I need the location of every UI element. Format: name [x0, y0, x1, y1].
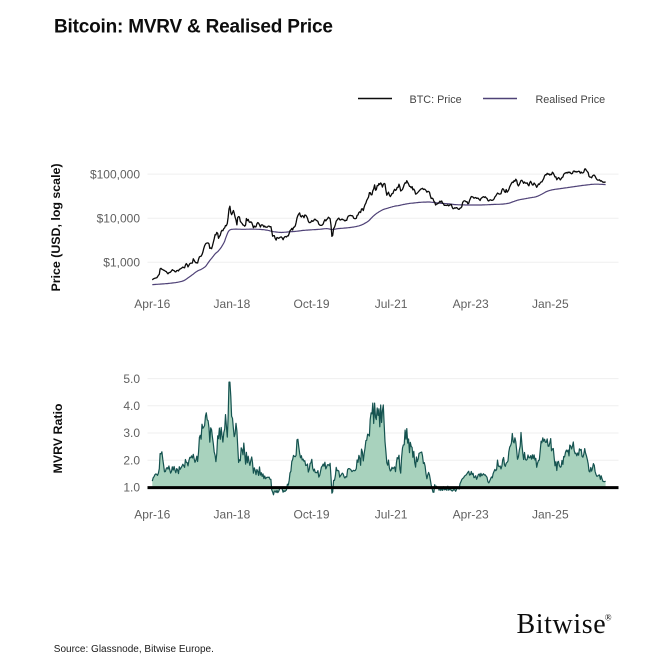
svg-text:®: ® [605, 613, 612, 623]
svg-text:2.0: 2.0 [123, 453, 140, 467]
svg-text:$10,000: $10,000 [97, 211, 141, 225]
svg-text:1.0: 1.0 [123, 481, 140, 495]
svg-text:Apr-16: Apr-16 [134, 507, 170, 521]
svg-text:5.0: 5.0 [123, 372, 140, 386]
svg-text:Oct-19: Oct-19 [293, 507, 329, 521]
svg-text:Realised Price: Realised Price [536, 94, 606, 106]
svg-text:3.0: 3.0 [123, 426, 140, 440]
svg-text:Apr-16: Apr-16 [134, 297, 170, 311]
svg-text:Oct-19: Oct-19 [293, 297, 329, 311]
svg-text:BTC: Price: BTC: Price [410, 94, 462, 106]
svg-text:Jul-21: Jul-21 [375, 507, 408, 521]
svg-text:$1,000: $1,000 [103, 256, 140, 270]
svg-text:Apr-23: Apr-23 [453, 507, 489, 521]
svg-text:4.0: 4.0 [123, 399, 140, 413]
svg-text:Bitcoin: MVRV & Realised Price: Bitcoin: MVRV & Realised Price [54, 17, 333, 38]
svg-text:Source: Glassnode, Bitwise Eur: Source: Glassnode, Bitwise Europe. [54, 644, 214, 655]
svg-text:Jul-21: Jul-21 [375, 297, 408, 311]
svg-text:Jan-25: Jan-25 [532, 507, 569, 521]
svg-text:Jan-25: Jan-25 [532, 297, 569, 311]
svg-text:Jan-18: Jan-18 [214, 507, 251, 521]
svg-text:Price (USD, log scale): Price (USD, log scale) [49, 163, 63, 291]
svg-text:$100,000: $100,000 [90, 167, 140, 181]
svg-text:Apr-23: Apr-23 [453, 297, 489, 311]
svg-text:MVRV Ratio: MVRV Ratio [51, 403, 65, 473]
svg-text:Bitwise: Bitwise [517, 609, 607, 640]
svg-text:Jan-18: Jan-18 [214, 297, 251, 311]
